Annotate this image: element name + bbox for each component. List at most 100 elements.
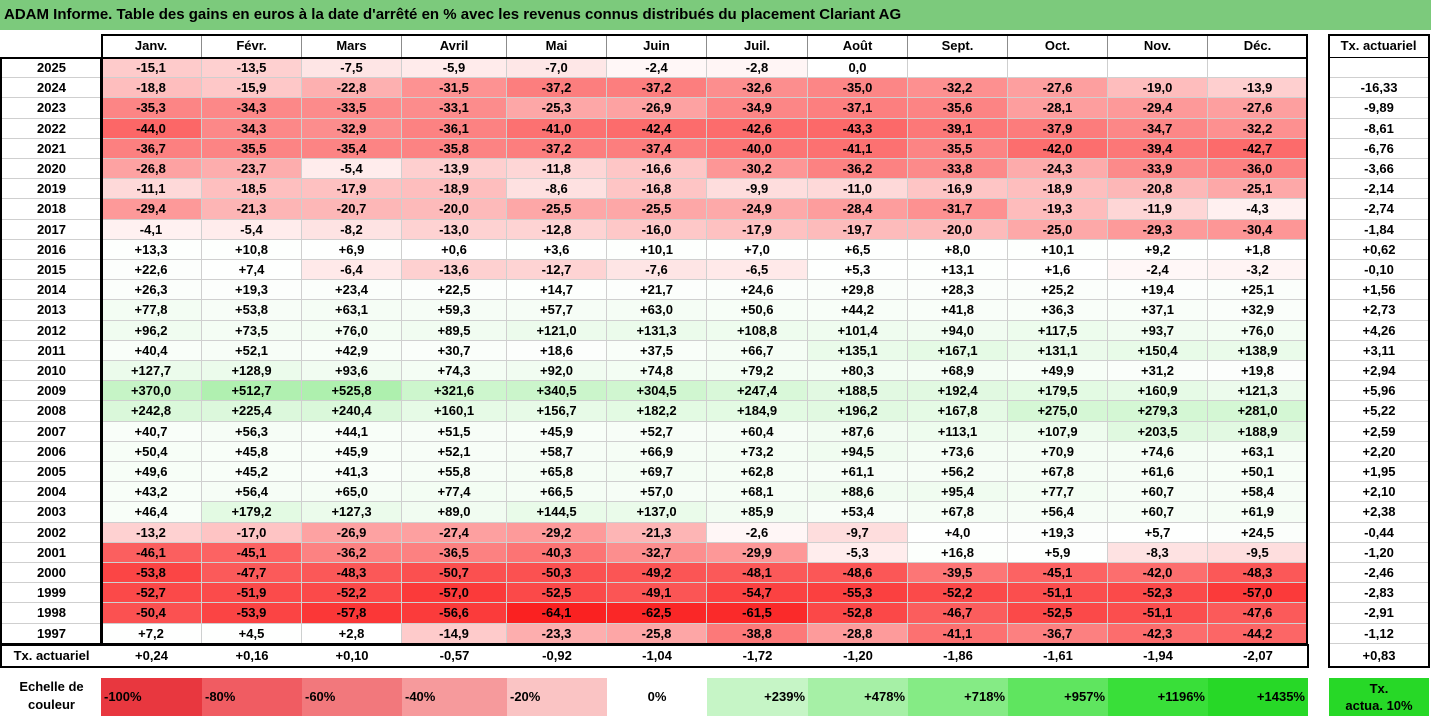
table-cell: -8,6 — [507, 179, 607, 200]
table-cell: +57,7 — [507, 300, 607, 321]
table-cell: -36,7 — [101, 138, 202, 159]
table-cell: -4,3 — [1208, 199, 1308, 220]
table-cell: +127,3 — [302, 502, 402, 523]
table-cell: -45,1 — [1008, 563, 1108, 584]
table-cell: +50,4 — [101, 441, 202, 462]
table-cell: +59,3 — [402, 300, 507, 321]
table-cell: -35,8 — [402, 138, 507, 159]
table-cell: -53,9 — [202, 603, 302, 624]
legend-swatch: +1196% — [1108, 678, 1208, 716]
table-cell: +79,2 — [707, 361, 808, 382]
table-cell: -16,0 — [607, 219, 707, 240]
table-cell — [1208, 58, 1308, 79]
table-cell: -4,1 — [101, 219, 202, 240]
table-cell: -2,6 — [707, 522, 808, 543]
table-cell: +242,8 — [101, 401, 202, 422]
table-cell: -17,0 — [202, 522, 302, 543]
table-cell: +247,4 — [707, 381, 808, 402]
legend-swatch: -40% — [402, 678, 507, 716]
table-cell: +25,2 — [1008, 280, 1108, 301]
table-cell: +10,1 — [607, 239, 707, 260]
table-cell: -6,4 — [302, 260, 402, 281]
table-cell: -6,5 — [707, 260, 808, 281]
table-cell: -27,6 — [1008, 78, 1108, 99]
table-cell: -25,0 — [1008, 219, 1108, 240]
table-cell: +69,7 — [607, 462, 707, 483]
table-cell: -37,4 — [607, 138, 707, 159]
table-cell: -37,2 — [507, 78, 607, 99]
table-cell: -33,1 — [402, 98, 507, 119]
table-cell: -52,5 — [1008, 603, 1108, 624]
table-cell: +56,2 — [908, 462, 1008, 483]
table-cell: -25,1 — [1208, 179, 1308, 200]
table-cell: -25,8 — [607, 623, 707, 644]
table-cell: -18,5 — [202, 179, 302, 200]
legend-swatch: +239% — [707, 678, 808, 716]
table-cell: -18,8 — [101, 78, 202, 99]
table-cell: -32,2 — [908, 78, 1008, 99]
totals-cell: -1,86 — [943, 647, 973, 663]
table-cell: +85,9 — [707, 502, 808, 523]
table-cell: -37,2 — [507, 138, 607, 159]
rate-cell: -1,12 — [1329, 624, 1429, 644]
table-cell: +167,8 — [908, 401, 1008, 422]
table-cell: +53,4 — [808, 502, 908, 523]
table-cell: -42,0 — [1008, 138, 1108, 159]
table-cell: +131,1 — [1008, 340, 1108, 361]
table-cell: +74,8 — [607, 361, 707, 382]
year-label: 2005 — [2, 462, 101, 483]
table-cell: -45,1 — [202, 542, 302, 563]
table-cell: +6,5 — [808, 239, 908, 260]
table-cell: -34,9 — [707, 98, 808, 119]
table-cell: +24,5 — [1208, 522, 1308, 543]
table-cell: -57,0 — [402, 583, 507, 604]
table-cell: -57,8 — [302, 603, 402, 624]
table-cell: +56,4 — [202, 482, 302, 503]
table-cell: +150,4 — [1108, 340, 1208, 361]
table-cell: +40,4 — [101, 340, 202, 361]
table-cell: +21,7 — [607, 280, 707, 301]
table-cell: +45,2 — [202, 462, 302, 483]
rate-cell: -1,84 — [1329, 220, 1429, 240]
table-cell: -12,8 — [507, 219, 607, 240]
table-cell: -32,7 — [607, 542, 707, 563]
table-cell: -24,9 — [707, 199, 808, 220]
table-cell: -51,1 — [1008, 583, 1108, 604]
table-cell: +29,8 — [808, 280, 908, 301]
table-cell: +61,1 — [808, 462, 908, 483]
table-cell: -35,4 — [302, 138, 402, 159]
table-cell: -54,7 — [707, 583, 808, 604]
table-cell: +19,3 — [202, 280, 302, 301]
table-cell: -30,2 — [707, 159, 808, 180]
legend-rate-swatch: Tx. actua. 10% — [1329, 678, 1429, 716]
table-cell: +6,9 — [302, 239, 402, 260]
rate-cell — [1329, 58, 1429, 79]
table-cell: -35,5 — [202, 138, 302, 159]
table-cell: -16,8 — [607, 179, 707, 200]
table-cell: -14,9 — [402, 623, 507, 644]
table-cell: +117,5 — [1008, 320, 1108, 341]
rate-cell: -2,74 — [1329, 199, 1429, 220]
table-cell: -57,0 — [1208, 583, 1308, 604]
table-cell: -5,4 — [202, 219, 302, 240]
table-cell: +31,2 — [1108, 361, 1208, 382]
month-header: Mai — [507, 34, 607, 58]
month-header: Mars — [302, 34, 402, 58]
year-label: 2012 — [2, 321, 101, 341]
table-cell: +56,3 — [202, 421, 302, 442]
table-cell: -25,3 — [507, 98, 607, 119]
table-cell: -29,3 — [1108, 219, 1208, 240]
legend-label-line2: couleur — [28, 697, 75, 712]
table-cell: -9,9 — [707, 179, 808, 200]
table-cell: +340,5 — [507, 381, 607, 402]
table-cell: +55,8 — [402, 462, 507, 483]
table-cell: +45,8 — [202, 441, 302, 462]
table-cell: -52,5 — [507, 583, 607, 604]
table-cell: +13,3 — [101, 239, 202, 260]
legend-rate-line1: Tx. — [1369, 681, 1389, 696]
year-label: 2017 — [2, 220, 101, 240]
table-cell: +23,4 — [302, 280, 402, 301]
table-cell: -20,7 — [302, 199, 402, 220]
table-cell: -33,8 — [908, 159, 1008, 180]
table-cell: -48,3 — [302, 563, 402, 584]
